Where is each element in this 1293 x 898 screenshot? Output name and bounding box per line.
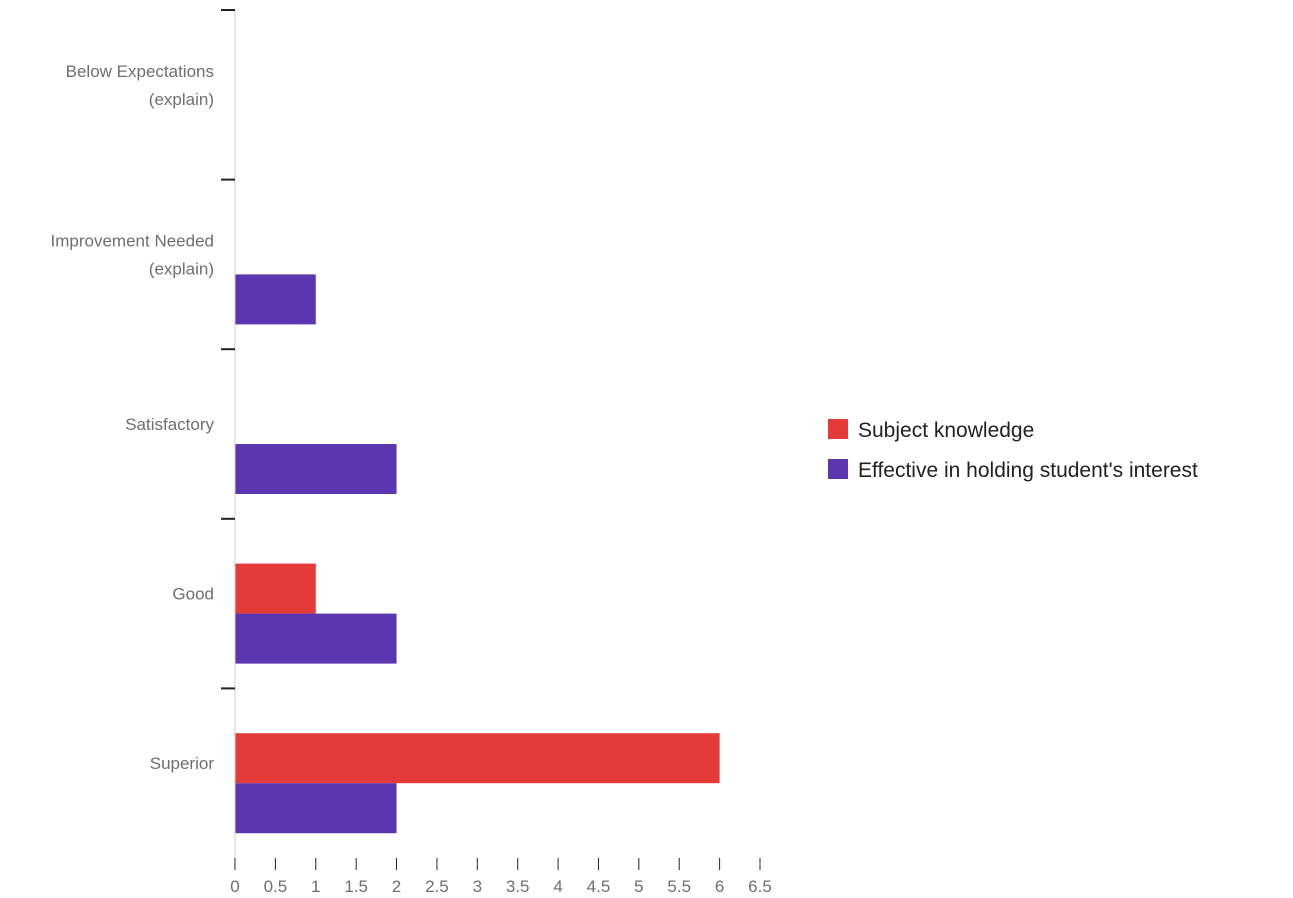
legend: Subject knowledge Effective in holding st… <box>828 419 1198 482</box>
bar-subject-knowledge-4 <box>235 563 316 614</box>
legend-label: Subject knowledge <box>858 419 1034 442</box>
category-label: Good <box>172 585 214 604</box>
x-tick-label: 1 <box>311 877 320 896</box>
bar-holding-interest-5 <box>235 783 397 834</box>
x-tick-label: 4.5 <box>587 877 611 896</box>
x-tick-label: 3.5 <box>506 877 530 896</box>
axes <box>221 9 236 858</box>
x-tick-label: 0 <box>230 877 239 896</box>
x-axis-ticks: 0 0.5 1 1.5 2 2.5 3 3.5 4 4.5 5 5.5 6 6.5 <box>230 858 772 896</box>
x-tick-label: 5 <box>634 877 643 896</box>
x-tick-label: 1.5 <box>344 877 368 896</box>
x-tick-label: 3 <box>473 877 482 896</box>
x-tick-label: 0.5 <box>264 877 288 896</box>
category-axis-labels: Below Expectations (explain) Improvement N… <box>51 62 215 773</box>
x-tick-label: 6.5 <box>748 877 772 896</box>
x-tick-label: 2.5 <box>425 877 449 896</box>
bar-holding-interest-4 <box>235 613 397 664</box>
legend-swatch <box>828 419 848 439</box>
legend-label: Effective in holding student's interest <box>858 459 1198 482</box>
x-tick-label: 5.5 <box>667 877 691 896</box>
x-tick-label: 2 <box>392 877 401 896</box>
category-label: Satisfactory <box>125 415 214 434</box>
bar-subject-knowledge-5 <box>235 733 720 784</box>
legend-swatch <box>828 459 848 479</box>
x-tick-label: 4 <box>553 877 562 896</box>
bar-holding-interest-2 <box>235 274 316 325</box>
bars <box>235 274 720 834</box>
x-tick-label: 6 <box>715 877 724 896</box>
category-label: Superior <box>150 754 215 773</box>
category-label: Below Expectations (explain) <box>66 62 214 109</box>
bar-holding-interest-3 <box>235 444 397 494</box>
category-label: Improvement Needed (explain) <box>51 231 214 278</box>
